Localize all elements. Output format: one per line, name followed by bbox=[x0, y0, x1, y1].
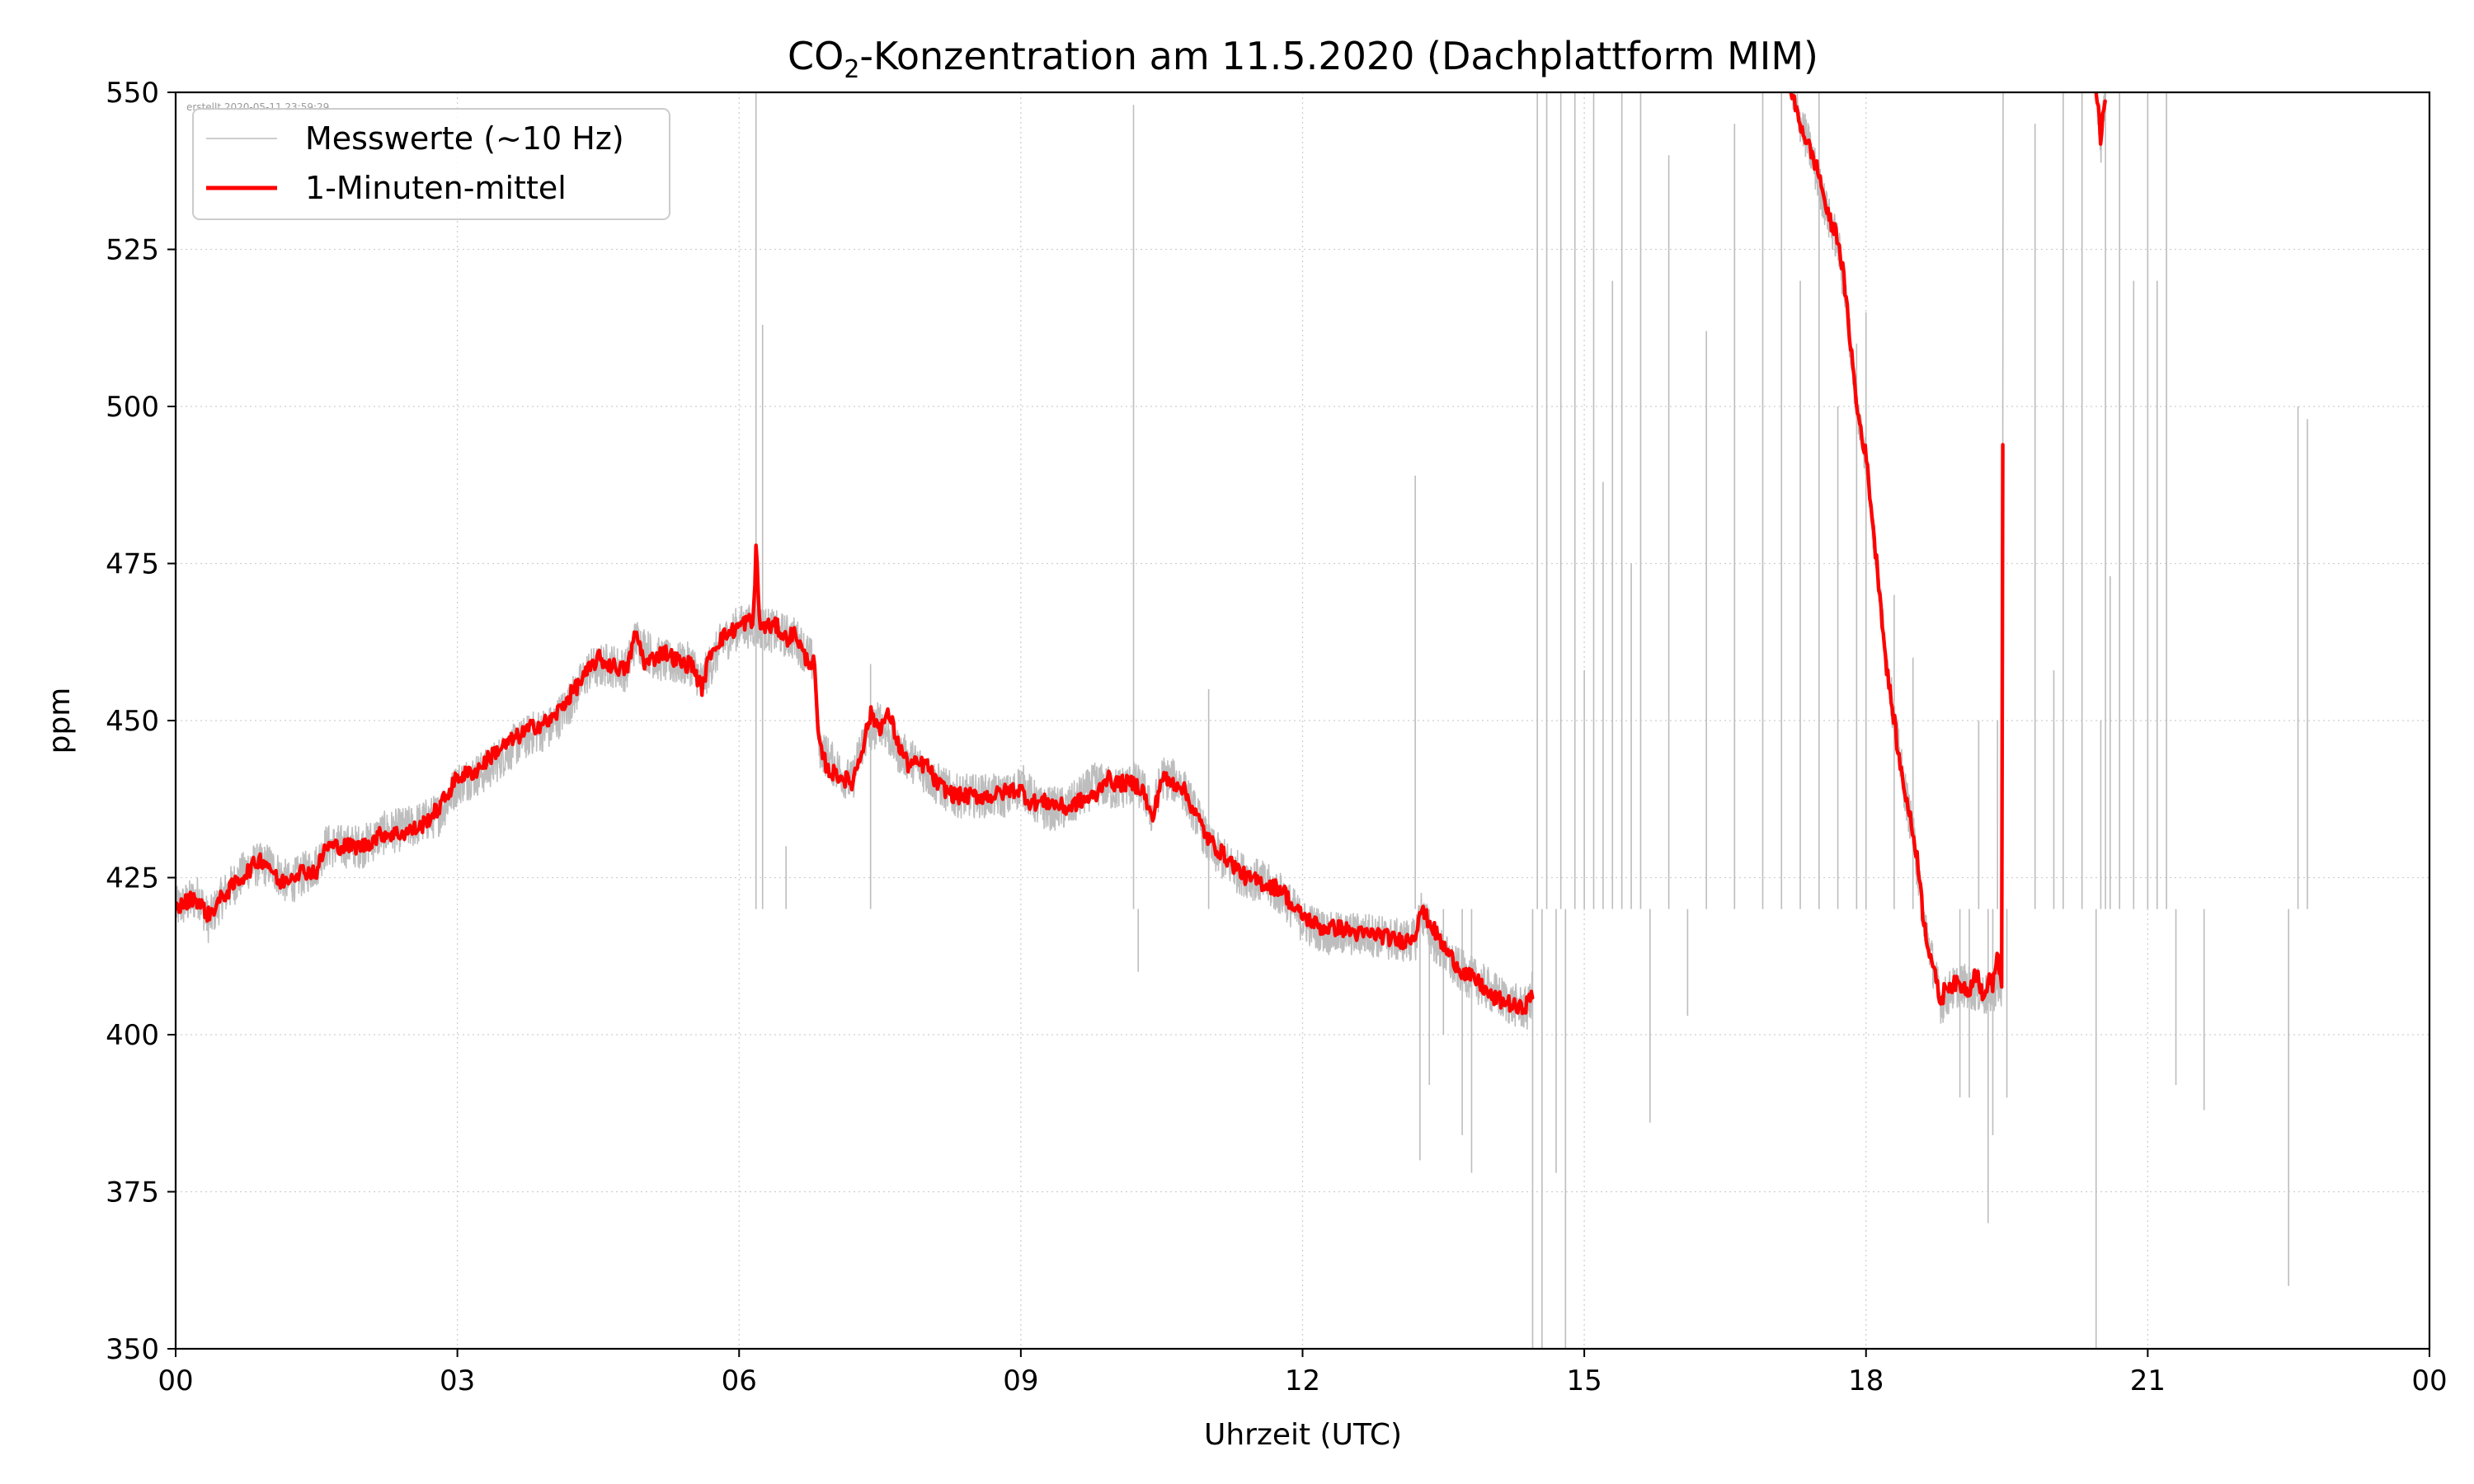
chart-title-subscript: 2 bbox=[844, 55, 859, 84]
x-tick-label: 00 bbox=[158, 1364, 193, 1397]
x-tick-label: 21 bbox=[2130, 1364, 2166, 1397]
y-axis: 350 375 400 425 450 475 500 525 550 bbox=[106, 77, 176, 1366]
y-tick-label: 500 bbox=[106, 391, 159, 424]
chart-title-suffix: -Konzentration am 11.5.2020 (Dachplattfo… bbox=[859, 34, 1818, 78]
y-axis-label: ppm bbox=[43, 688, 77, 754]
mittel-line bbox=[2094, 92, 2107, 146]
chart-title: CO2-Konzentration am 11.5.2020 (Dachplat… bbox=[788, 34, 1818, 84]
legend: Messwerte (~10 Hz) 1-Minuten-mittel bbox=[192, 108, 670, 220]
x-tick-label: 03 bbox=[440, 1364, 475, 1397]
x-tick-label: 06 bbox=[722, 1364, 757, 1397]
legend-label-1-minuten-mittel: 1-Minuten-mittel bbox=[305, 170, 567, 206]
y-tick-label: 450 bbox=[106, 705, 159, 738]
x-tick-label: 18 bbox=[1848, 1364, 1884, 1397]
legend-label-messwerte: Messwerte (~10 Hz) bbox=[305, 120, 624, 157]
legend-box bbox=[192, 108, 670, 220]
x-axis: 00 03 06 09 12 15 18 21 00 bbox=[158, 1349, 2448, 1397]
x-tick-label: 00 bbox=[2411, 1364, 2447, 1397]
mittel-line bbox=[176, 543, 1535, 1016]
mittel-line bbox=[1789, 92, 2005, 1006]
x-axis-label: Uhrzeit (UTC) bbox=[1204, 1418, 1402, 1452]
y-tick-label: 425 bbox=[106, 862, 159, 895]
y-tick-label: 475 bbox=[106, 548, 159, 581]
messwerte-line bbox=[176, 604, 1534, 1030]
y-tick-label: 375 bbox=[106, 1176, 159, 1209]
x-tick-label: 15 bbox=[1566, 1364, 1602, 1397]
x-tick-label: 09 bbox=[1003, 1364, 1038, 1397]
y-tick-label: 550 bbox=[106, 77, 159, 110]
chart-title-prefix: CO bbox=[788, 34, 844, 78]
y-tick-label: 400 bbox=[106, 1019, 159, 1052]
y-tick-label: 350 bbox=[106, 1333, 159, 1366]
series-1-minuten-mittel bbox=[176, 92, 2107, 1016]
x-tick-label: 12 bbox=[1285, 1364, 1320, 1397]
y-tick-label: 525 bbox=[106, 234, 159, 267]
